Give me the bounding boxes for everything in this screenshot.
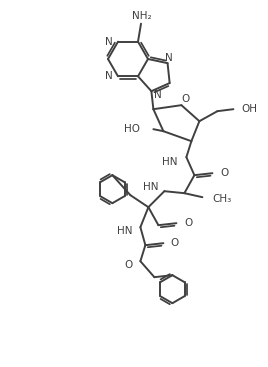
Text: N: N — [165, 53, 172, 63]
Text: CH₃: CH₃ — [212, 194, 232, 204]
Text: HN: HN — [162, 157, 177, 167]
Text: O: O — [181, 94, 189, 104]
Text: OH: OH — [241, 104, 257, 114]
Text: NH₂: NH₂ — [132, 11, 152, 21]
Text: HN: HN — [143, 182, 158, 192]
Text: N: N — [105, 71, 113, 81]
Text: O: O — [170, 238, 179, 248]
Text: HO: HO — [124, 124, 140, 134]
Text: O: O — [124, 260, 132, 270]
Text: HN: HN — [117, 226, 132, 236]
Text: N: N — [154, 90, 162, 100]
Text: N: N — [105, 37, 113, 47]
Text: O: O — [220, 168, 229, 178]
Text: O: O — [184, 218, 193, 228]
